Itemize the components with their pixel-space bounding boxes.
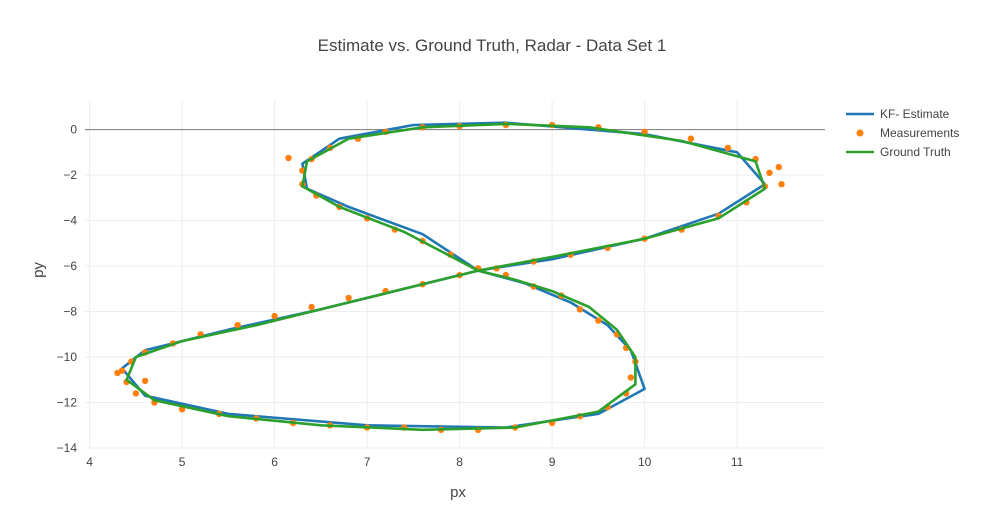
measurement-point [132, 390, 140, 397]
measurement-point [641, 128, 648, 135]
y-axis-title: py [30, 262, 47, 278]
x-axis-title: px [450, 484, 466, 501]
measurement-point [271, 312, 278, 320]
chart-title: Estimate vs. Ground Truth, Radar - Data … [318, 36, 667, 55]
y-tick-label: −8 [63, 305, 77, 319]
measurement-point [285, 154, 292, 162]
measurement-point [595, 317, 602, 324]
x-tick-label: 9 [549, 455, 556, 469]
x-tick-label: 5 [179, 455, 186, 469]
grid [85, 100, 825, 449]
legend-swatch [856, 129, 864, 137]
measurement-point [141, 377, 149, 385]
y-tick-label: −2 [63, 168, 77, 182]
y-tick-label: −10 [57, 350, 78, 364]
measurement-point [345, 294, 352, 302]
legend[interactable]: KF- Estimate Measurements Ground Truth [846, 107, 959, 159]
measurement-point [114, 369, 121, 377]
measurement-point [724, 144, 732, 151]
measurement-point [234, 322, 241, 329]
measurement-point [627, 374, 634, 381]
x-tick-label: 4 [86, 455, 93, 469]
legend-item[interactable]: KF- Estimate [846, 107, 950, 121]
plot-area [114, 121, 785, 433]
series-line-ground-truth [125, 122, 767, 432]
legend-item[interactable]: Measurements [856, 126, 960, 140]
legend-label: KF- Estimate [880, 107, 950, 121]
measurement-point [766, 169, 773, 176]
x-tick-label: 10 [638, 455, 652, 469]
legend-label: Measurements [880, 126, 959, 140]
series-line-kf-estimate [120, 121, 767, 429]
x-tick-label: 6 [271, 455, 278, 469]
y-tick-label: −4 [63, 214, 77, 228]
x-tick-label: 11 [731, 455, 744, 469]
y-tick-label: −14 [57, 441, 78, 455]
measurement-point [778, 181, 785, 188]
measurement-point [308, 303, 315, 311]
x-tick-label: 7 [364, 455, 371, 469]
y-tick-label: −12 [57, 396, 78, 410]
measurement-point [687, 135, 695, 142]
measurement-point [775, 163, 782, 171]
measurement-point [576, 306, 584, 313]
legend-label: Ground Truth [880, 145, 951, 159]
y-tick-label: 0 [70, 123, 77, 137]
x-tick-label: 8 [456, 455, 463, 469]
legend-item[interactable]: Ground Truth [846, 145, 951, 159]
axes: 4 5 6 7 8 9 10 11 0 −2 −4 −6 −8 −10 −12 −14 [57, 123, 825, 469]
y-tick-label: −6 [63, 259, 77, 273]
